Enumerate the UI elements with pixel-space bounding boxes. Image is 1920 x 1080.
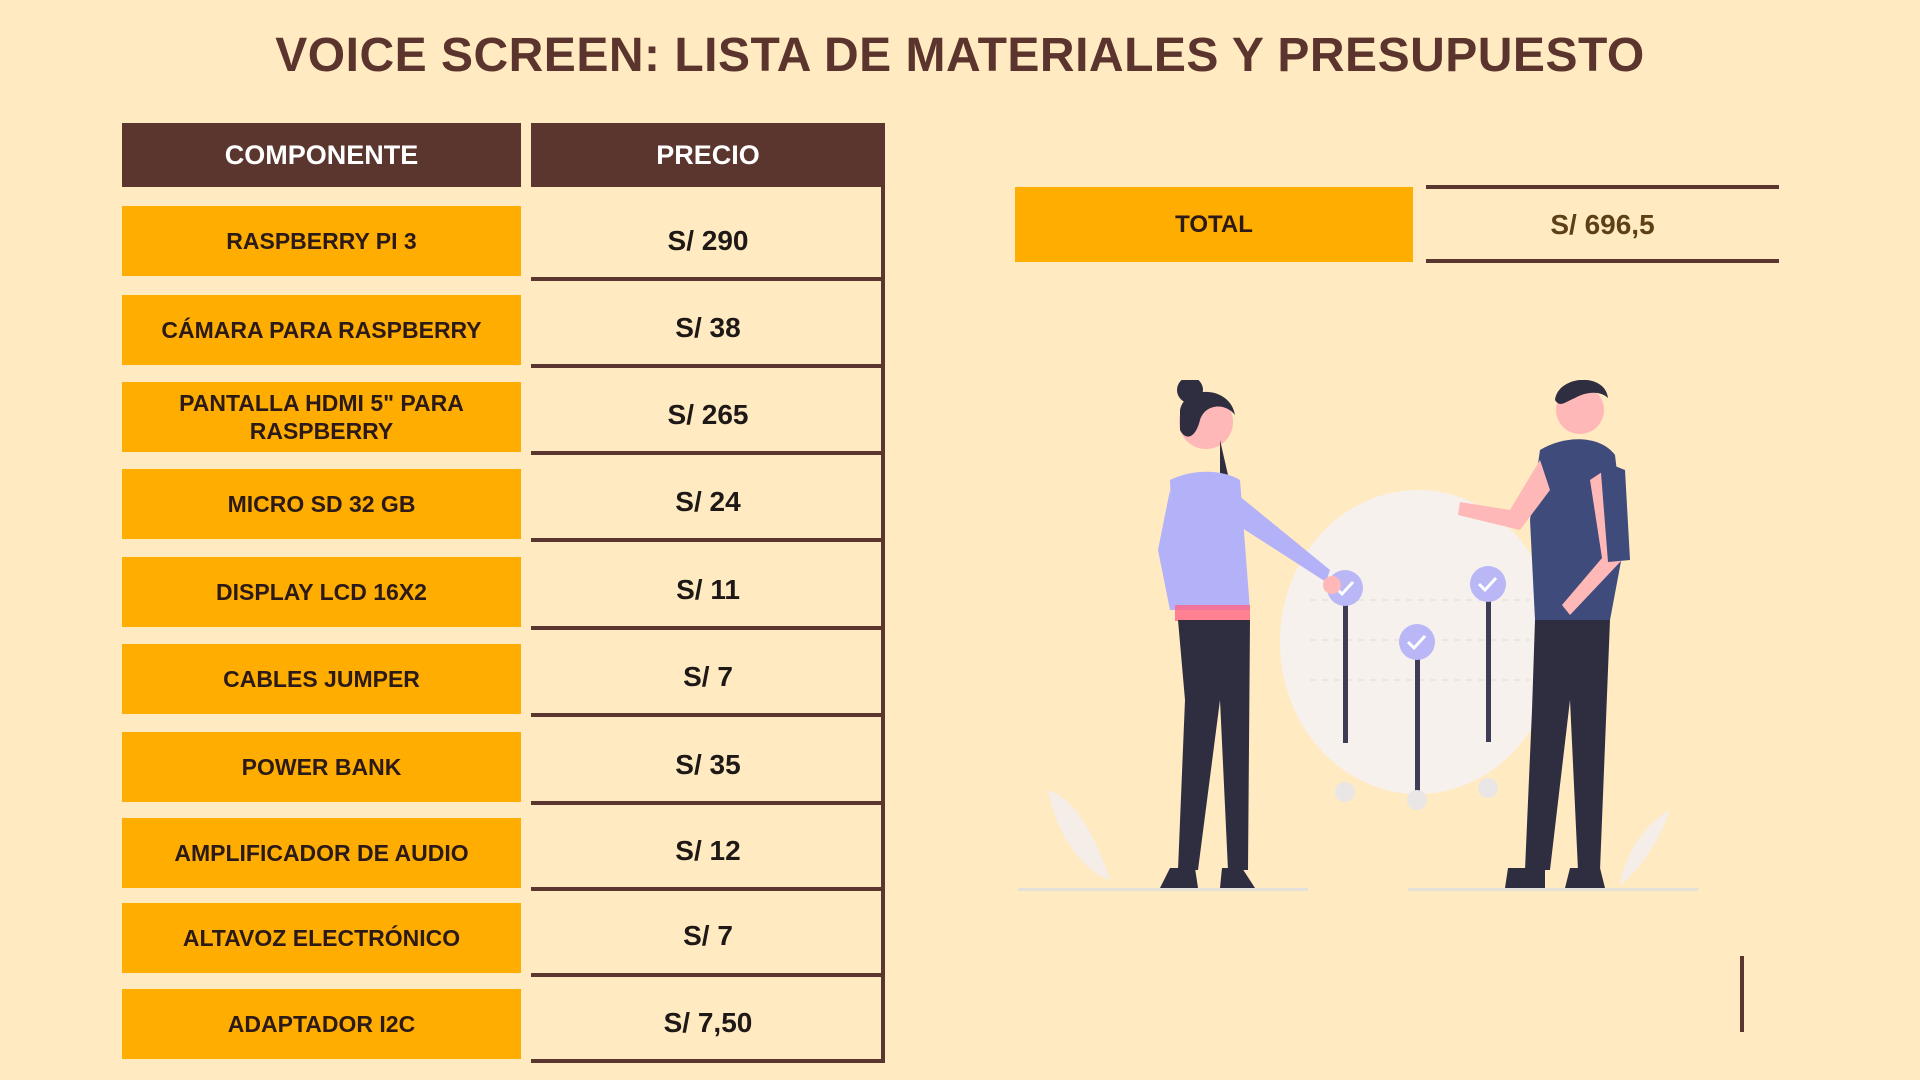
price-cell: S/ 290	[667, 225, 749, 256]
row-divider	[531, 887, 885, 891]
price-cell: S/ 7	[683, 661, 733, 692]
component-cell: CABLES JUMPER	[122, 644, 521, 714]
row-divider	[531, 451, 885, 455]
price-column-header: PRECIO	[531, 123, 885, 187]
price-cell: S/ 35	[675, 749, 741, 780]
decorative-line	[1740, 956, 1744, 1032]
component-cell: ADAPTADOR I2C	[122, 989, 521, 1059]
component-cell: POWER BANK	[122, 732, 521, 802]
price-cell: S/ 7,50	[663, 1007, 753, 1038]
price-cell: S/ 24	[675, 486, 741, 517]
page-title: VOICE SCREEN: LISTA DE MATERIALES Y PRES…	[275, 29, 1645, 82]
total-bottom-line	[1426, 259, 1779, 263]
price-cell: S/ 12	[675, 835, 741, 866]
total-value: S/ 696,5	[1550, 209, 1655, 240]
price-cell: S/ 38	[675, 312, 741, 343]
row-divider	[531, 364, 885, 368]
price-column-divider	[881, 170, 885, 1063]
total-label: TOTAL	[1015, 187, 1413, 262]
row-divider	[531, 277, 885, 281]
price-cell: S/ 265	[667, 399, 749, 430]
row-divider	[531, 801, 885, 805]
total-top-line	[1426, 185, 1779, 189]
component-column-header: COMPONENTE	[122, 123, 521, 187]
component-cell: CÁMARA PARA RASPBERRY	[122, 295, 521, 365]
price-cell: S/ 11	[676, 574, 740, 605]
component-cell: AMPLIFICADOR DE AUDIO	[122, 818, 521, 888]
row-divider	[531, 973, 885, 977]
people-checklist-illustration	[1018, 380, 1698, 891]
component-cell: MICRO SD 32 GB	[122, 469, 521, 539]
component-cell: DISPLAY LCD 16X2	[122, 557, 521, 627]
row-divider	[531, 713, 885, 717]
component-cell: ALTAVOZ ELECTRÓNICO	[122, 903, 521, 973]
row-divider	[531, 538, 885, 542]
price-cell: S/ 7	[683, 920, 733, 951]
row-divider	[531, 1059, 885, 1063]
component-cell: PANTALLA HDMI 5" PARA RASPBERRY	[122, 382, 521, 452]
component-cell: RASPBERRY PI 3	[122, 206, 521, 276]
row-divider	[531, 626, 885, 630]
